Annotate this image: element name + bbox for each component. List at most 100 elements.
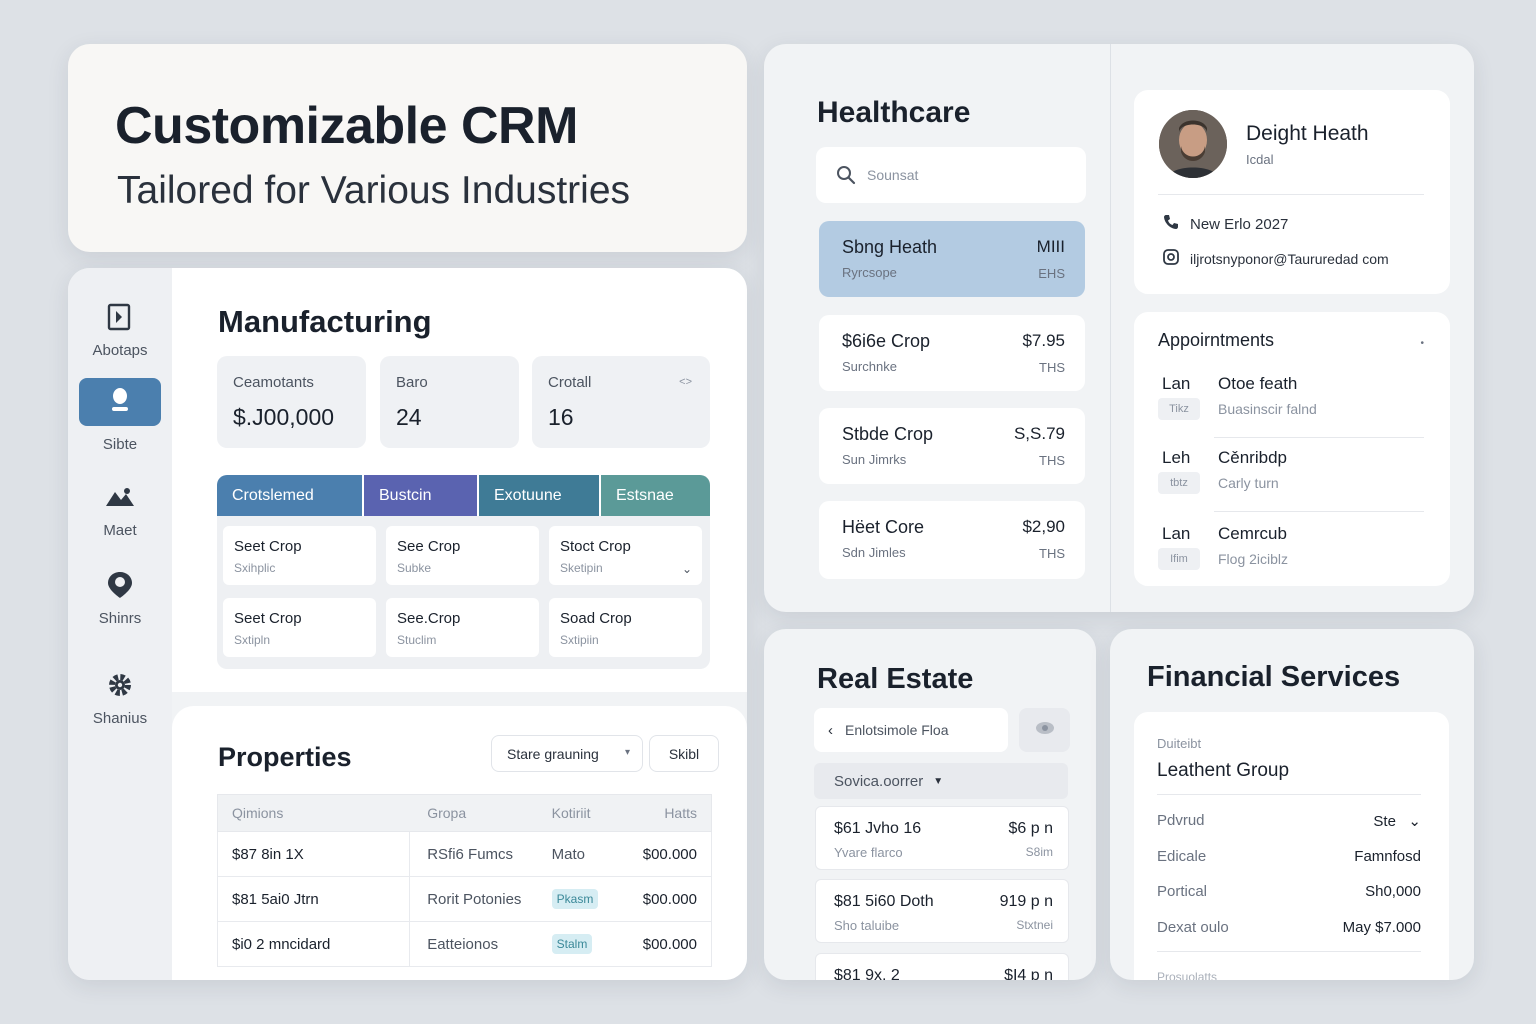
cell-title: Seet Crop	[234, 538, 302, 555]
grid-tab[interactable]: Crotslemed	[217, 475, 364, 516]
listing-price: $I4 p n	[1004, 967, 1053, 980]
detail-value: May $7.000	[1342, 919, 1421, 936]
toggle-view-button[interactable]	[1019, 708, 1070, 752]
chevron-down-icon[interactable]: ⌄	[681, 562, 692, 576]
profile-card: Deight Heath Icdal New Erlo 2027 iljrots…	[1134, 90, 1450, 294]
appointment-item[interactable]: Lan Ifim Cemrcub Flog 2iciblz	[1158, 518, 1424, 588]
expand-icon[interactable]: <>	[679, 376, 692, 388]
cell-title: Soad Crop	[560, 610, 632, 627]
divider	[1157, 794, 1421, 795]
patient-card[interactable]: Stbde Crop Sun Jimrks S,S.79 THS	[819, 408, 1085, 484]
patient-name: Hëet Core	[842, 517, 925, 537]
mountain-image-icon	[105, 482, 135, 512]
patient-card-selected[interactable]: Sbng Heath Ryrcsope MIII EHS	[819, 221, 1085, 297]
chevron-left-icon[interactable]: ‹	[828, 721, 833, 739]
client-label: Duiteibt	[1157, 736, 1202, 751]
grid-tab[interactable]: Bustcin	[364, 475, 479, 516]
listing-row[interactable]: $81 5i60 Doth Sho taluibe 919 p n Stxtne…	[815, 879, 1069, 943]
table-header: Qimions Gropa Kotiriit Hatts	[217, 794, 712, 832]
cell: RSfi6 Fumcs	[427, 845, 514, 863]
grid-cell[interactable]: Soad Crop Sxtipiin	[549, 598, 702, 657]
hero-subtitle: Tailored for Various Industries	[117, 169, 631, 212]
search-input[interactable]: Sounsat	[816, 147, 1086, 203]
cell: Eatteionos	[427, 935, 499, 953]
profile-email: iljrotsnyponor@Taururedad com	[1190, 250, 1389, 267]
chevron-down-icon: ⌄	[1408, 813, 1421, 830]
appointment-sub: Carly turn	[1218, 475, 1279, 491]
patient-card[interactable]: $6i6e Crop Surchnke $7.95 THS	[819, 315, 1085, 391]
sidebar-item-abotaps[interactable]: Abotaps	[78, 302, 162, 359]
chevron-down-icon: ▼	[933, 775, 944, 787]
sidebar-item-sibte[interactable]: Sibte	[78, 378, 162, 453]
patient-sub: Surchnke	[842, 359, 897, 374]
cell: $81 5ai0 Jtrn	[218, 877, 411, 921]
appointment-item[interactable]: Leh tbtz Cěnribdp Carly turn	[1158, 442, 1424, 512]
hero-card: Customizable CRM Tailored for Various In…	[68, 44, 747, 252]
location-value: Enlotsimole Floa	[845, 722, 949, 738]
appointment-day: Leh	[1162, 448, 1191, 467]
grouping-select[interactable]: Stare grauning ▾	[491, 735, 643, 772]
footer-label: Prosuolatts	[1157, 970, 1218, 980]
table-row[interactable]: $i0 2 mncidard Eatteionos Stalm $00.000	[217, 922, 712, 967]
more-icon[interactable]: •	[1420, 338, 1424, 349]
patient-name: Stbde Crop	[842, 424, 934, 444]
column-header[interactable]: Hatts	[664, 805, 697, 821]
cell: $87 8in 1X	[218, 832, 411, 876]
sidebar-item-maet[interactable]: Maet	[78, 482, 162, 539]
detail-row: Portical Sh0,000	[1157, 883, 1421, 903]
appointment-item[interactable]: Lan Tikz Otoe feath Buasinscir falnd	[1158, 368, 1424, 438]
patient-card[interactable]: Hëet Core Sdn Jimles $2,90 THS	[819, 501, 1085, 579]
cell: $00.000	[642, 935, 697, 953]
cell-title: See Crop	[397, 538, 461, 555]
grid-cell[interactable]: Stoct Crop Sketipin ⌄	[549, 526, 702, 585]
listing-size: Stxtnei	[1016, 918, 1053, 932]
status-badge: Stalm	[551, 934, 593, 954]
listing-row[interactable]: $61 Jvho 16 Yvare flarco $6 p n S8im	[815, 806, 1069, 870]
location-input[interactable]: ‹ Enlotsimole Floa	[814, 708, 1008, 752]
at-icon	[1162, 248, 1180, 269]
listing-size: S8im	[1025, 845, 1053, 859]
patient-amount: $2,90	[1022, 517, 1065, 536]
select-value: Stare grauning	[507, 745, 599, 762]
sidebar-item-shanius[interactable]: Shanius	[78, 670, 162, 727]
cell: Stalm	[551, 922, 626, 966]
table-row[interactable]: $81 5ai0 Jtrn Rorit Potonies Pkasm $00.0…	[217, 877, 712, 922]
grid-header: Crotslemed Bustcin Exotuune Estsnae	[217, 475, 710, 516]
profile-phone-row[interactable]: New Erlo 2027	[1162, 213, 1288, 235]
patient-amount: $7.95	[1022, 331, 1065, 350]
table-row[interactable]: $87 8in 1X RSfi6 Fumcs Mato $00.000	[217, 832, 712, 877]
detail-value: Sh0,000	[1365, 883, 1421, 900]
stat-label: Baro	[396, 374, 428, 391]
appointment-day: Lan	[1162, 374, 1191, 393]
grid-tab[interactable]: Estsnae	[601, 475, 710, 516]
sidebar-item-label: Shanius	[92, 710, 148, 727]
cell-sub: Subke	[397, 561, 432, 575]
patient-sub: Sun Jimrks	[842, 452, 907, 467]
column-header[interactable]: Kotiriit	[551, 805, 591, 821]
detail-value-select[interactable]: Ste ⌄	[1373, 812, 1421, 830]
avatar[interactable]	[1159, 110, 1227, 178]
section-title: Healthcare	[817, 96, 971, 129]
patient-unit: THS	[1039, 453, 1065, 468]
column-header[interactable]: Gropa	[427, 805, 467, 821]
grid-tab[interactable]: Exotuune	[479, 475, 601, 516]
grid-cell[interactable]: Seet Crop Sxihplic	[223, 526, 376, 585]
listing-row[interactable]: $81 9x, 2 $I4 p n	[815, 953, 1069, 980]
cell-sub: Sxihplic	[234, 561, 276, 575]
grid-cell[interactable]: Seet Crop Sxtipln	[223, 598, 376, 657]
appointment-sub: Flog 2iciblz	[1218, 551, 1289, 567]
sidebar-item-shinrs[interactable]: Shinrs	[78, 570, 162, 627]
stat-card: Baro 24	[380, 356, 519, 448]
financial-services-card: Financial Services Duiteibt Leathent Gro…	[1110, 629, 1474, 980]
section-title: Properties	[218, 742, 352, 772]
grid-cell[interactable]: See Crop Subke	[386, 526, 539, 585]
profile-email-row[interactable]: iljrotsnyponor@Taururedad com	[1162, 248, 1389, 269]
phone-icon	[1162, 213, 1180, 235]
column-header[interactable]: Qimions	[232, 805, 284, 821]
stat-value: 24	[396, 404, 422, 430]
skip-button[interactable]: Skibl	[649, 735, 719, 772]
grid-cell[interactable]: See.Crop Stuclim	[386, 598, 539, 657]
service-select[interactable]: Sovica.oorrer ▼	[814, 763, 1068, 799]
client-value: Leathent Group	[1157, 760, 1290, 781]
detail-row[interactable]: Pdvrud Ste ⌄	[1157, 812, 1421, 832]
